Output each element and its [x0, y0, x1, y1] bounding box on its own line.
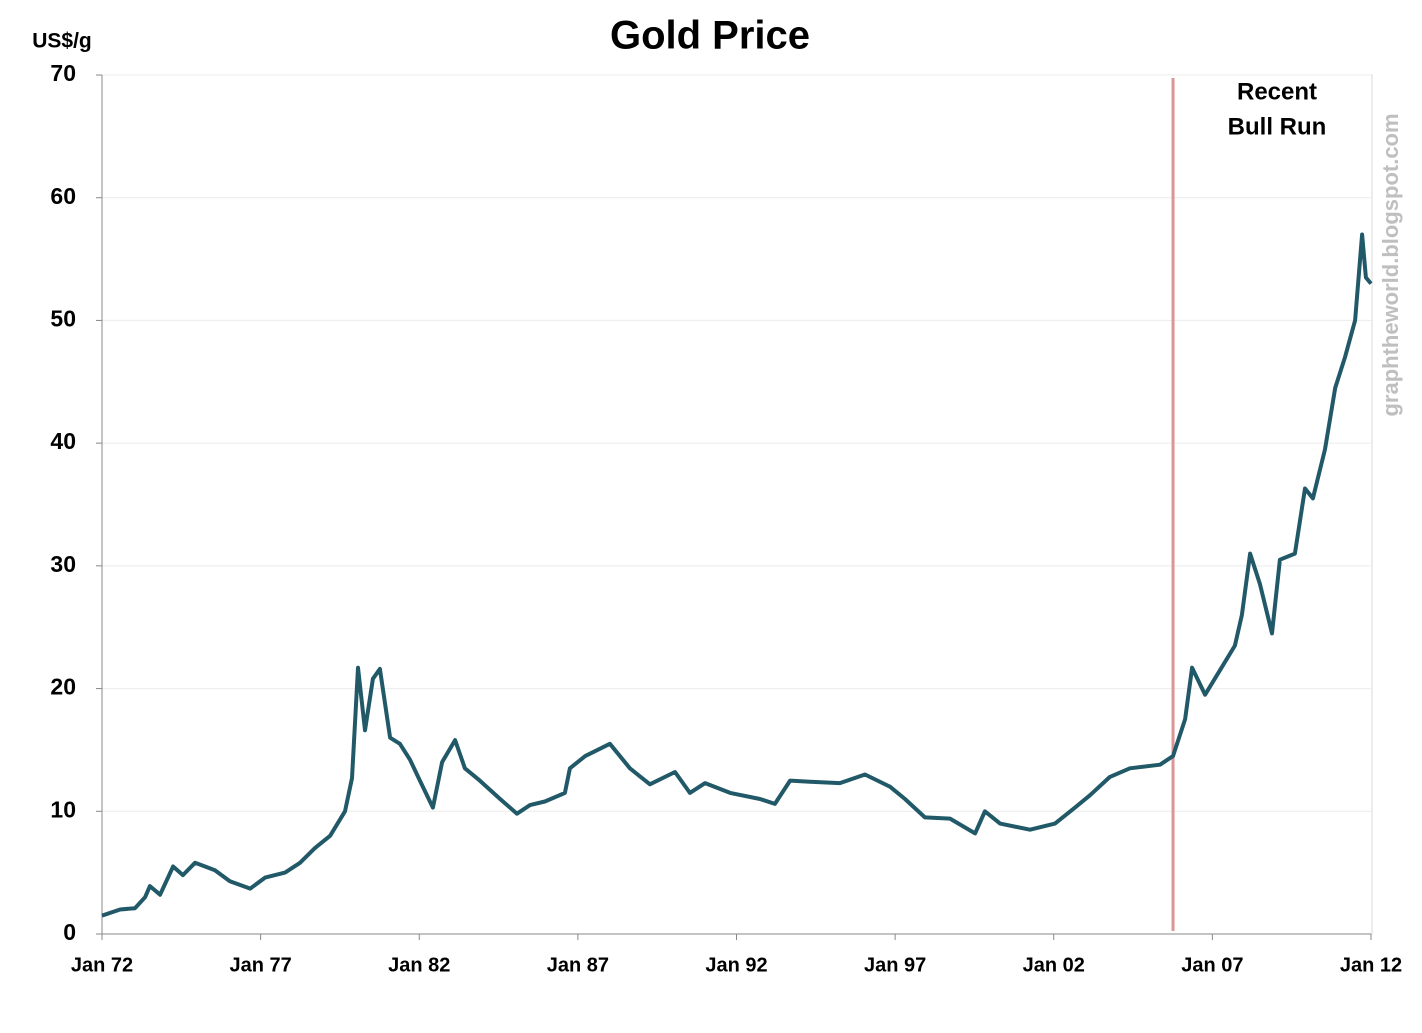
annotation: Recent: [1237, 78, 1317, 105]
x-tick-label: Jan 72: [71, 954, 133, 976]
x-tick-label: Jan 92: [705, 954, 767, 976]
y-tick-label: 50: [50, 306, 76, 332]
line: [101, 232, 1373, 918]
x-tick-label: Jan 82: [388, 954, 450, 976]
x-tick-label: Jan 02: [1023, 954, 1085, 976]
y-tick-label: 40: [50, 428, 76, 454]
y-tick-label: 20: [50, 674, 76, 700]
x-tick-label: Jan 12: [1340, 954, 1402, 976]
plot-area: [101, 74, 1373, 935]
chart-title: Gold Price: [610, 14, 810, 58]
x-tick-label: Jan 87: [547, 954, 609, 976]
watermark: graphtheworld.blogspot.com: [1378, 113, 1403, 416]
y-tick-label: 30: [50, 551, 76, 577]
x-tick-label: Jan 97: [864, 954, 926, 976]
x-tick-label: Jan 07: [1181, 954, 1243, 976]
y-tick-label: 70: [50, 60, 76, 86]
x-tick-label: Jan 77: [229, 954, 291, 976]
y-tick-label: 10: [50, 796, 76, 822]
y-axis-label: US$/g: [32, 30, 92, 53]
y-tick-label: 60: [50, 183, 76, 209]
annotation: Bull Run: [1228, 113, 1327, 140]
y-tick-label: 0: [63, 919, 76, 945]
